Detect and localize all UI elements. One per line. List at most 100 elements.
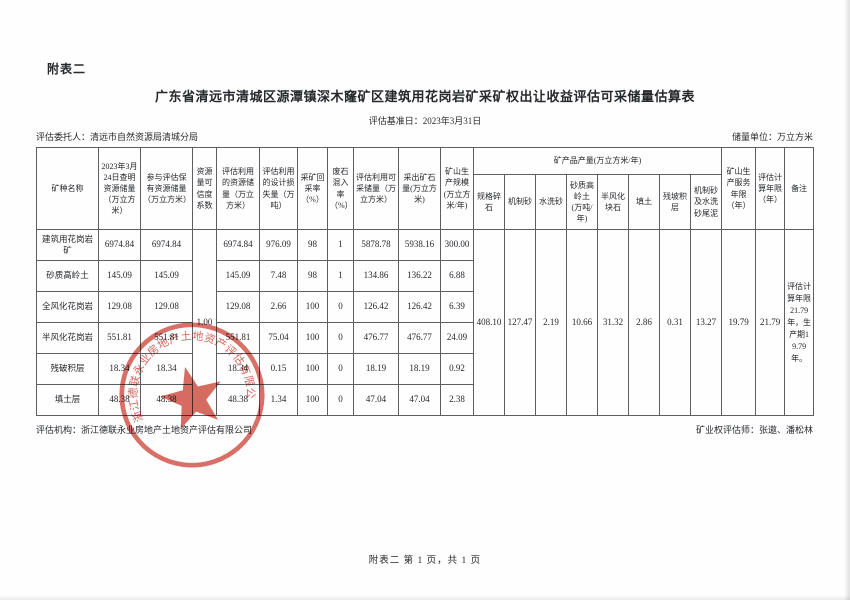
col-header-participating: 参与评估保有资源储量（万立方米） — [140, 147, 193, 230]
cell-ore-output: 136.22 — [398, 260, 441, 292]
table-row: 半风化花岗岩 551.81 551.81 551.81 75.04 100 0 … — [36, 322, 814, 354]
cell-participating: 145.09 — [140, 260, 193, 292]
cell-ore-output: 18.19 — [398, 353, 441, 385]
col-header-kaolin: 砂质高岭土(万吨/年) — [566, 174, 598, 230]
col-header-tailings: 机制砂及水洗砂尾泥 — [689, 174, 723, 230]
meta-row: 评估委托人：清远市自然资源局清城分局 储量单位：万立方米 — [36, 130, 813, 143]
col-header-mineral: 矿种名称 — [36, 147, 99, 230]
cell-recovery: 100 — [297, 353, 328, 385]
cell-mineral: 填土层 — [36, 384, 99, 416]
cell-waste-mix: 1 — [327, 229, 354, 261]
cell-participating: 6974.84 — [140, 229, 193, 261]
col-header-products-group: 矿产品产量(万立方米/年) — [472, 147, 723, 175]
cell-service-years-merged: 19.79 — [721, 229, 757, 416]
cell-participating: 48.38 — [140, 384, 193, 416]
reserve-estimation-table: 矿种名称 2023年3月24日查明资源储量（万立方米） 参与评估保有资源储量（万… — [36, 147, 815, 416]
cell-design-loss: 0.15 — [259, 353, 298, 385]
cell-utilized: 6974.84 — [216, 229, 260, 261]
cell-remark-merged: 评估计算年限21.79年，生产期19.79年。 — [784, 229, 815, 416]
cell-identified: 48.38 — [98, 384, 141, 416]
table-row: 砂质高岭土 145.09 145.09 145.09 7.48 98 1 134… — [36, 260, 814, 292]
cell-scale: 6.39 — [440, 291, 474, 323]
cell-residual-layer-merged: 0.31 — [659, 229, 691, 416]
cell-kaolin-merged: 10.66 — [566, 229, 598, 416]
cell-mineral: 半风化花岗岩 — [36, 322, 99, 354]
cell-participating: 551.81 — [140, 322, 193, 354]
cell-calc-years-merged: 21.79 — [755, 229, 786, 416]
cell-recovery: 100 — [297, 384, 328, 416]
cell-identified: 551.81 — [98, 322, 141, 354]
cell-recovery: 98 — [297, 260, 328, 292]
cell-tailings-merged: 13.27 — [689, 229, 723, 416]
col-header-washed-sand: 水洗砂 — [535, 174, 567, 230]
cell-identified: 129.08 — [98, 291, 141, 323]
cell-identified: 18.34 — [98, 353, 141, 385]
col-header-design-loss: 评估利用的设计损失量（万吨） — [259, 147, 298, 230]
cell-recoverable: 476.77 — [353, 322, 399, 354]
cell-waste-mix: 0 — [327, 291, 354, 323]
cell-utilized: 48.38 — [216, 384, 260, 416]
cell-spec-gravel-merged: 408.10 — [473, 229, 505, 416]
cell-design-loss: 75.04 — [259, 322, 298, 354]
cell-recovery: 100 — [297, 322, 328, 354]
cell-recoverable: 5878.78 — [353, 229, 399, 261]
cell-identified: 6974.84 — [98, 229, 141, 261]
cell-semi-weathered-block-merged: 31.32 — [597, 229, 629, 416]
cell-ore-output: 126.42 — [398, 291, 441, 323]
col-header-residual-layer: 残坡积层 — [659, 174, 691, 230]
col-header-calc-years: 评估计算年限（年） — [755, 147, 786, 230]
cell-mineral: 砂质高岭土 — [36, 260, 99, 292]
cell-waste-mix: 0 — [327, 353, 354, 385]
cell-credibility-merged: 1.00 — [192, 229, 217, 416]
col-header-remark: 备注 — [784, 147, 815, 230]
cell-recovery: 98 — [297, 229, 328, 261]
cell-utilized: 551.81 — [216, 322, 260, 354]
col-header-semi-weathered-block: 半风化块石 — [597, 174, 629, 230]
footer-row: 评估机构：浙江德联永业房地产土地资产评估有限公司 矿业权评估师：张遨、潘松林 — [36, 423, 813, 436]
cell-waste-mix: 0 — [327, 384, 354, 416]
col-header-credibility: 资源量可信度系数 — [192, 147, 217, 230]
cell-design-loss: 976.09 — [259, 229, 298, 261]
col-header-service-years: 矿山生产服务年限（年） — [721, 147, 757, 230]
col-header-recovery: 采矿回采率（%） — [297, 147, 328, 230]
cell-recovery: 100 — [297, 291, 328, 323]
cell-fill-soil-merged: 2.86 — [628, 229, 660, 416]
col-header-recoverable: 评估利用可采储量（万立方米） — [353, 147, 399, 230]
appraisers-line: 矿业权评估师：张遨、潘松林 — [695, 425, 813, 435]
cell-washed-sand-merged: 2.19 — [535, 229, 567, 416]
cell-utilized: 18.34 — [216, 353, 260, 385]
cell-design-loss: 2.66 — [259, 291, 298, 323]
col-header-fill-soil: 填土 — [628, 174, 660, 230]
cell-scale: 24.09 — [440, 322, 474, 354]
cell-utilized: 145.09 — [216, 260, 260, 292]
col-header-machine-sand: 机制砂 — [504, 174, 536, 230]
cell-waste-mix: 1 — [327, 260, 354, 292]
unit-line: 储量单位：万立方米 — [731, 132, 813, 142]
cell-scale: 300.00 — [440, 229, 474, 261]
client-line: 评估委托人：清远市自然资源局清城分局 — [36, 132, 199, 142]
col-header-identified: 2023年3月24日查明资源储量（万立方米） — [98, 147, 141, 230]
cell-design-loss: 1.34 — [259, 384, 298, 416]
cell-recoverable: 134.86 — [353, 260, 399, 292]
col-header-scale: 矿山生产规模(万立方米/年) — [440, 147, 474, 230]
col-header-utilized: 评估利用的资源储量（万立方米） — [216, 147, 260, 230]
page-number-footer: 附表二 第 1 页，共 1 页 — [368, 556, 482, 566]
cell-utilized: 129.08 — [216, 291, 260, 323]
cell-mineral: 残破积层 — [36, 353, 99, 385]
col-header-spec-gravel: 规格碎石 — [473, 174, 505, 230]
cell-scale: 2.38 — [440, 384, 474, 416]
table-row: 全风化花岗岩 129.08 129.08 129.08 2.66 100 0 1… — [36, 291, 814, 323]
cell-ore-output: 476.77 — [398, 322, 441, 354]
agency-line: 评估机构：浙江德联永业房地产土地资产评估有限公司 — [36, 425, 253, 435]
cell-mineral: 全风化花岗岩 — [36, 291, 99, 323]
valuation-base-date: 评估基准日：2023年3月31日 — [368, 116, 482, 126]
appendix-label: 附表二 — [47, 62, 87, 76]
cell-participating: 18.34 — [140, 353, 193, 385]
cell-waste-mix: 0 — [327, 322, 354, 354]
cell-machine-sand-merged: 127.47 — [504, 229, 536, 416]
cell-recoverable: 126.42 — [353, 291, 399, 323]
table-row: 建筑用花岗岩矿 6974.84 6974.84 1.00 6974.84 976… — [36, 229, 815, 416]
cell-scale: 6.88 — [440, 260, 474, 292]
cell-ore-output: 47.04 — [398, 384, 441, 416]
